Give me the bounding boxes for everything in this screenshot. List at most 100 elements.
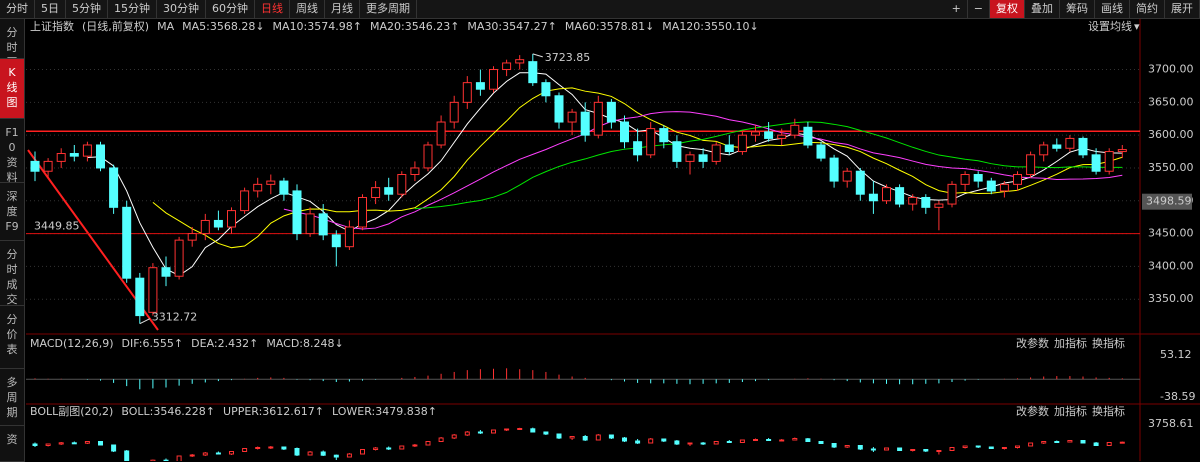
toolbar-tab[interactable]: 周线: [290, 0, 325, 18]
candle-body: [124, 450, 130, 461]
candle-body: [71, 442, 77, 445]
candle-body: [569, 436, 575, 439]
settings-link[interactable]: 设置均线: [1088, 19, 1132, 33]
candle-body: [818, 441, 824, 444]
panel-control[interactable]: 加指标: [1054, 404, 1087, 418]
toolbar-button[interactable]: −: [968, 0, 990, 18]
legend-item: MACD:8.248↓: [266, 337, 343, 350]
candle-body: [449, 101, 459, 123]
toolbar-button[interactable]: 简约: [1130, 0, 1165, 18]
sidebar-tab[interactable]: 多周期: [0, 369, 24, 426]
toolbar-button[interactable]: 复权: [990, 0, 1025, 18]
candle-body: [1119, 441, 1125, 444]
toolbar-button[interactable]: 叠加: [1025, 0, 1060, 18]
candle-body: [187, 233, 197, 241]
candle-body: [213, 219, 223, 228]
candle-body: [464, 431, 470, 436]
candle-body: [200, 219, 210, 235]
candle-body: [739, 439, 745, 443]
toolbar-button[interactable]: 筹码: [1060, 0, 1095, 18]
candle-body: [674, 440, 680, 445]
toolbar-tab[interactable]: 更多周期: [360, 0, 417, 18]
candle-body: [294, 448, 300, 456]
toolbar-tab[interactable]: 分时: [0, 0, 35, 18]
candle-body: [908, 196, 918, 205]
candle-body: [1080, 440, 1086, 444]
candle-body: [661, 438, 667, 442]
candle-body: [410, 167, 420, 176]
candle-body: [43, 160, 53, 172]
candle-body: [842, 170, 852, 182]
candle-body: [1093, 442, 1099, 446]
candle-body: [1065, 137, 1075, 149]
candle-body: [1054, 441, 1060, 443]
candle-body: [135, 277, 145, 317]
candle-body: [84, 441, 90, 444]
sidebar-tab[interactable]: 分时成交: [0, 241, 24, 306]
toolbar-tab[interactable]: 60分钟: [206, 0, 255, 18]
candle-body: [462, 82, 472, 103]
y-tick-label: 3350.00: [1148, 292, 1194, 305]
candle-body: [307, 451, 313, 456]
toolbar-tab[interactable]: 5日: [35, 0, 66, 18]
toolbar-button[interactable]: 展开: [1165, 0, 1200, 18]
candle-body: [753, 439, 758, 441]
candle-body: [477, 431, 483, 434]
candle-body: [567, 111, 577, 123]
high-label: 3723.85: [545, 51, 591, 64]
panel-control[interactable]: 改参数: [1016, 404, 1049, 418]
spacer: [417, 0, 946, 18]
panel-control[interactable]: 换指标: [1092, 336, 1125, 350]
panel-control[interactable]: 改参数: [1016, 336, 1049, 350]
candle-body: [541, 82, 551, 97]
legend-item: MA10:3574.98↑: [273, 20, 362, 33]
toolbar-tab[interactable]: 15分钟: [108, 0, 157, 18]
sidebar-tab[interactable]: 资: [0, 426, 24, 462]
sidebar-tab[interactable]: 深度F9: [0, 183, 24, 241]
toolbar-tab[interactable]: 30分钟: [157, 0, 206, 18]
candle-body: [279, 180, 289, 195]
toolbar: 分时 5日 5分钟 15分钟 30分钟 60分钟 日线 周线 月线 更多周期 + − 复权 叠加 筹码 画线简…: [0, 0, 1200, 19]
candle-body: [779, 439, 785, 442]
dropdown-icon[interactable]: ▾: [1134, 20, 1140, 33]
candle-body: [790, 124, 800, 136]
candle-body: [844, 445, 850, 448]
sidebar-tab[interactable]: 分价表: [0, 306, 24, 369]
candle-body: [229, 451, 234, 455]
candle-body: [202, 452, 208, 456]
toolbar-tab[interactable]: 日线: [255, 0, 290, 18]
candle-body: [884, 447, 889, 451]
candle-body: [973, 174, 983, 182]
legend-item: DEA:2.432↑: [191, 337, 258, 350]
sidebar-tab[interactable]: F10资料: [0, 119, 24, 183]
candle-body: [331, 234, 341, 248]
legend-item: BOLL:3546.228↑: [121, 405, 215, 418]
panel-control[interactable]: 加指标: [1054, 336, 1087, 350]
candle-body: [554, 95, 564, 123]
candle-body: [659, 128, 669, 143]
candle-body: [56, 153, 66, 162]
support-label: 3449.85: [34, 220, 80, 233]
toolbar-tab[interactable]: 5分钟: [66, 0, 108, 18]
toolbar-button[interactable]: +: [946, 0, 968, 18]
toolbar-button[interactable]: 画线: [1095, 0, 1130, 18]
candle-body: [1091, 154, 1101, 172]
candle-body: [489, 69, 498, 90]
candle-body: [161, 267, 171, 277]
y-tick-label: 3550.00: [1148, 161, 1194, 174]
candle-body: [895, 187, 905, 205]
candle-body: [82, 144, 92, 157]
sidebar-tab[interactable]: 分时图: [0, 19, 24, 59]
candle-body: [949, 447, 955, 451]
candle-body: [58, 442, 64, 445]
panel-control[interactable]: 换指标: [1092, 404, 1125, 418]
sidebar-tab[interactable]: K线图: [0, 59, 24, 119]
legend-item: MA30:3547.27↑: [467, 20, 556, 33]
candle-body: [504, 428, 510, 431]
candle-body: [333, 454, 339, 458]
candle-body: [1117, 149, 1127, 153]
candle-body: [816, 144, 826, 159]
toolbar-tab[interactable]: 月线: [325, 0, 360, 18]
candle-body: [111, 444, 117, 452]
